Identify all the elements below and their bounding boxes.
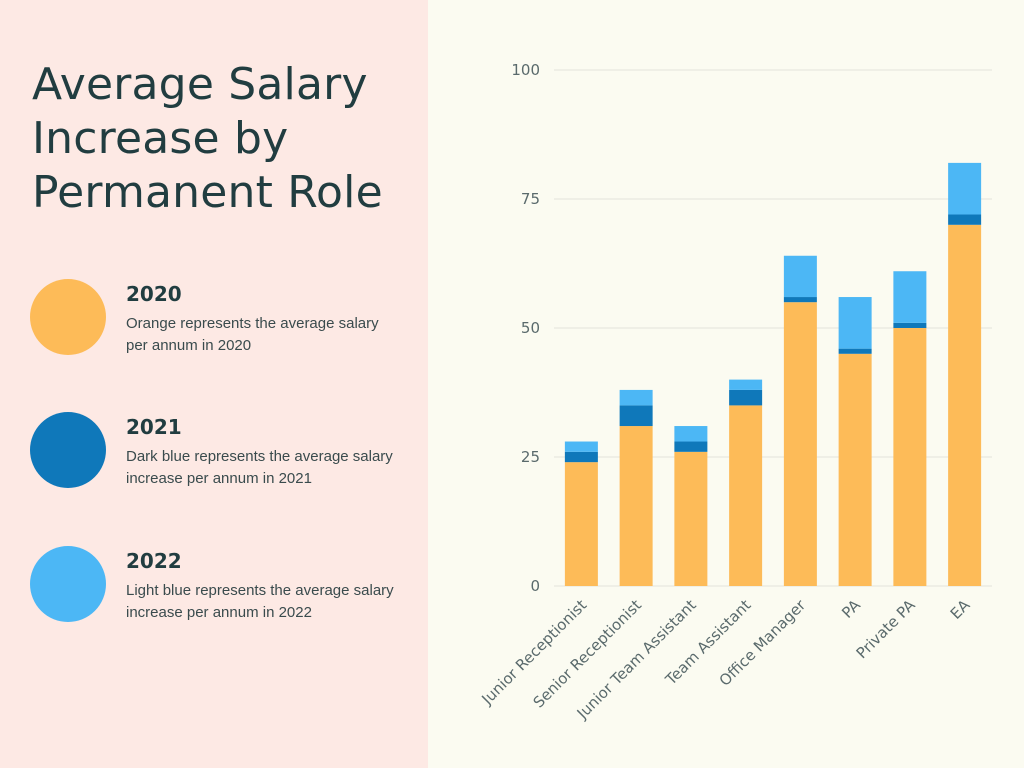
y-tick-label: 50 xyxy=(521,319,540,337)
legend-year: 2021 xyxy=(126,415,182,439)
bar-segment-2022 xyxy=(674,426,708,442)
legend-description: Dark blue represents the average salary … xyxy=(126,448,393,487)
legend-year: 2022 xyxy=(126,549,182,573)
legend-swatch-2021 xyxy=(30,412,106,488)
bar-segment-2020 xyxy=(948,224,982,587)
bar-segment-2020 xyxy=(783,302,817,586)
y-tick-label: 75 xyxy=(521,190,540,208)
bar-segment-2022 xyxy=(729,379,763,390)
legend-item-2022: 2022 Light blue represents the average s… xyxy=(30,546,420,636)
legend-year: 2020 xyxy=(126,282,182,306)
y-tick-label: 0 xyxy=(530,577,540,595)
bar-segment-2020 xyxy=(729,405,763,586)
legend-description: Orange represents the average salary per… xyxy=(126,315,379,354)
legend-description: Light blue represents the average salary… xyxy=(126,582,394,621)
bar-segment-2022 xyxy=(893,271,927,323)
bar-segment-2022 xyxy=(783,255,817,298)
legend-swatch-2022 xyxy=(30,546,106,622)
bar-segment-2021 xyxy=(948,214,982,225)
bar-segment-2021 xyxy=(729,389,763,406)
y-tick-label: 100 xyxy=(511,61,540,79)
legend-panel: Average Salary Increase by Permanent Rol… xyxy=(0,0,428,768)
x-tick-label: Private PA xyxy=(853,596,920,663)
bar-segment-2020 xyxy=(674,451,708,586)
page-title: Average Salary Increase by Permanent Rol… xyxy=(32,59,383,218)
legend-swatch-2020 xyxy=(30,279,106,355)
bar-segment-2022 xyxy=(619,389,653,406)
legend-item-2021: 2021 Dark blue represents the average sa… xyxy=(30,412,420,502)
bar-segment-2022 xyxy=(948,162,982,215)
x-tick-label: EA xyxy=(947,596,974,623)
bar-segment-2022 xyxy=(564,441,598,452)
bar-segment-2022 xyxy=(838,297,872,349)
bar-segment-2021 xyxy=(564,451,598,463)
bar-segment-2020 xyxy=(838,353,872,586)
x-tick-label: Junior Receptionist xyxy=(478,596,591,709)
bar-segment-2021 xyxy=(619,405,653,427)
bar-segment-2021 xyxy=(674,441,708,452)
bar-segment-2020 xyxy=(893,328,927,586)
x-tick-label: PA xyxy=(838,596,864,622)
bar-segment-2021 xyxy=(783,297,817,303)
y-tick-label: 25 xyxy=(521,448,540,466)
bar-segment-2021 xyxy=(893,322,927,328)
bar-segment-2020 xyxy=(564,462,598,586)
x-tick-label: Senior Receptionist xyxy=(530,596,645,711)
bar-segment-2020 xyxy=(619,426,653,586)
bar-segment-2021 xyxy=(838,348,872,354)
legend-item-2020: 2020 Orange represents the average salar… xyxy=(30,279,420,369)
